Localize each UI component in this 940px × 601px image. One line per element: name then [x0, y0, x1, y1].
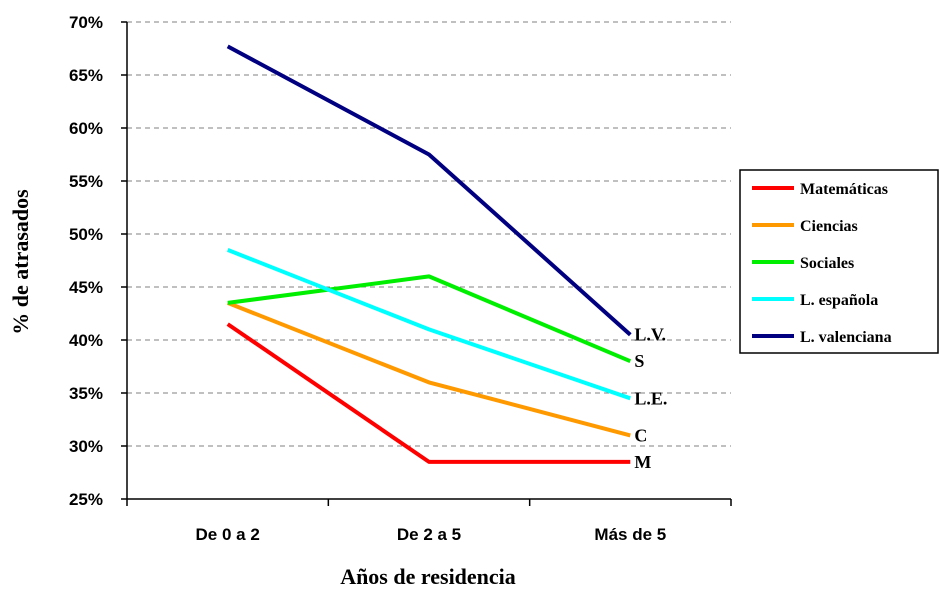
y-tick-label: 65% [69, 66, 103, 85]
legend: Matemáticas Ciencias Sociales L. española L.… [739, 169, 939, 354]
y-axis-title: % de atrasados [8, 189, 33, 335]
gridlines [127, 21, 731, 447]
series-end-label: L.V. [634, 325, 666, 345]
series-line-lv [226, 44, 632, 337]
axes [121, 21, 732, 506]
series-end-label: S [634, 351, 644, 371]
series-line-le [226, 248, 631, 401]
y-tick-label: 30% [69, 437, 103, 456]
y-tick-label: 60% [69, 119, 103, 138]
series-lines [226, 44, 632, 464]
x-tick-labels: De 0 a 2 De 2 a 5 Más de 5 [196, 525, 667, 544]
x-tick-label: Más de 5 [594, 525, 666, 544]
y-tick-label: 55% [69, 172, 103, 191]
series-end-label: M [634, 452, 651, 472]
y-tick-labels: 25% 30% 35% 40% 45% 50% 55% 60% 65% 70% [69, 13, 103, 509]
legend-label: Sociales [800, 255, 854, 272]
legend-label: Ciencias [800, 218, 858, 235]
legend-label: L. valenciana [800, 329, 892, 346]
y-tick-label: 45% [69, 278, 103, 297]
y-tick-label: 35% [69, 384, 103, 403]
y-tick-label: 25% [69, 490, 103, 509]
series-line-s [227, 274, 632, 364]
legend-label: Matemáticas [800, 181, 888, 198]
y-tick-label: 40% [69, 331, 103, 350]
series-end-label: L.E. [634, 388, 667, 408]
series-end-label: C [634, 425, 647, 445]
x-tick-label: De 2 a 5 [397, 525, 461, 544]
legend-label: L. española [800, 292, 878, 309]
x-tick-label: De 0 a 2 [196, 525, 260, 544]
series-end-labels: MC S L.E. L.V. [634, 325, 667, 472]
x-axis-title: Años de residencia [340, 564, 516, 589]
y-tick-label: 50% [69, 225, 103, 244]
y-tick-label: 70% [69, 13, 103, 32]
series-line-c [226, 301, 631, 438]
series-line-m [226, 322, 631, 464]
